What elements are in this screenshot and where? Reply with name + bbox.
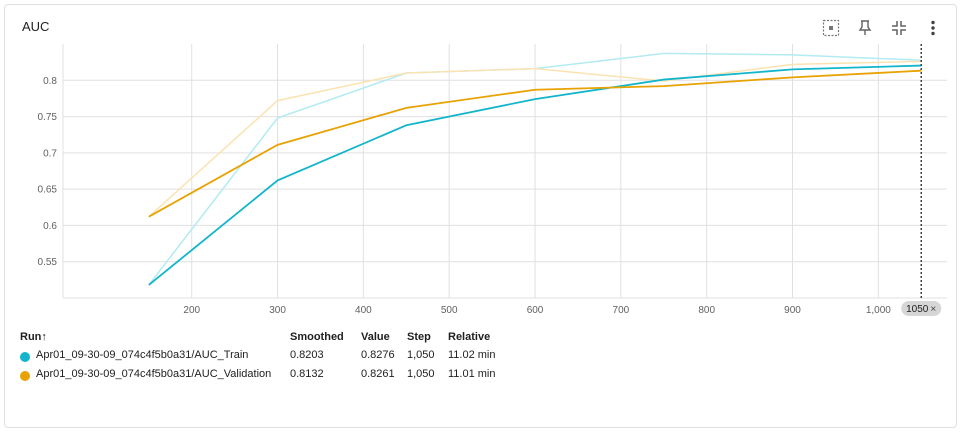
step-cursor-close-icon[interactable]: × <box>930 304 936 315</box>
smoothed-series-line-1 <box>148 69 922 218</box>
col-header-relative[interactable]: Relative <box>448 331 491 343</box>
fit-domain-button[interactable] <box>818 15 844 41</box>
collapse-icon <box>892 21 906 35</box>
step-cursor-chip <box>901 301 942 316</box>
fit-domain-icon <box>822 19 840 37</box>
table-row[interactable]: Apr01_09-30-09_074c4f5b0a31/AUC_Validati… <box>18 368 538 386</box>
step-value: 1,050 <box>407 349 435 361</box>
col-header-run[interactable]: Run↑ <box>20 331 47 343</box>
more-vert-icon <box>931 20 935 36</box>
y-tick-label: 0.6 <box>43 221 57 232</box>
col-header-step[interactable]: Step <box>407 331 431 343</box>
x-tick-label: 500 <box>441 305 458 316</box>
x-tick-label: 200 <box>183 305 200 316</box>
x-tick-label: 1,000 <box>866 305 891 316</box>
y-tick-label: 0.65 <box>38 185 58 196</box>
y-tick-label: 0.55 <box>38 257 58 268</box>
series-color-dot <box>20 371 30 381</box>
collapse-button[interactable] <box>886 15 912 41</box>
series-color-dot <box>20 352 30 362</box>
smoothed-series-line-0 <box>148 64 922 286</box>
x-tick-label: 900 <box>784 305 801 316</box>
relative-time: 11.01 min <box>448 368 496 380</box>
x-tick-label: 700 <box>613 305 630 316</box>
line-chart[interactable]: 200 300 400 500 600 700 800 900 1,000 0.55 0.6 0.65… <box>0 0 963 330</box>
run-name: Apr01_09-30-09_074c4f5b0a31/AUC_Train <box>36 349 249 361</box>
y-tick-label: 0.8 <box>43 76 57 87</box>
table-row[interactable]: Apr01_09-30-09_074c4f5b0a31/AUC_Train 0.… <box>18 349 538 367</box>
raw-value: 0.8261 <box>361 368 395 380</box>
x-tick-label: 400 <box>355 305 372 316</box>
chart-toolbar <box>818 15 946 41</box>
smoothed-value: 0.8132 <box>290 368 324 380</box>
run-name: Apr01_09-30-09_074c4f5b0a31/AUC_Validati… <box>36 368 272 380</box>
col-header-smoothed[interactable]: Smoothed <box>290 331 344 343</box>
chart-title: AUC <box>22 19 50 34</box>
y-tick-label: 0.75 <box>38 112 58 123</box>
step-cursor-label: 1050 <box>906 304 929 315</box>
more-button[interactable] <box>920 15 946 41</box>
step-value: 1,050 <box>407 368 435 380</box>
raw-value: 0.8276 <box>361 349 395 361</box>
col-header-value[interactable]: Value <box>361 331 390 343</box>
pin-icon <box>858 20 872 35</box>
x-tick-label: 800 <box>698 305 715 316</box>
x-tick-label: 600 <box>527 305 544 316</box>
smoothed-value: 0.8203 <box>290 349 324 361</box>
x-tick-label: 300 <box>269 305 286 316</box>
raw-series-line-1 <box>148 60 922 218</box>
y-tick-label: 0.7 <box>43 148 57 159</box>
pin-button[interactable] <box>852 15 878 41</box>
relative-time: 11.02 min <box>448 349 496 361</box>
sort-arrow-icon[interactable]: ↑ <box>41 331 47 343</box>
chart-card: AUC <box>4 4 957 428</box>
